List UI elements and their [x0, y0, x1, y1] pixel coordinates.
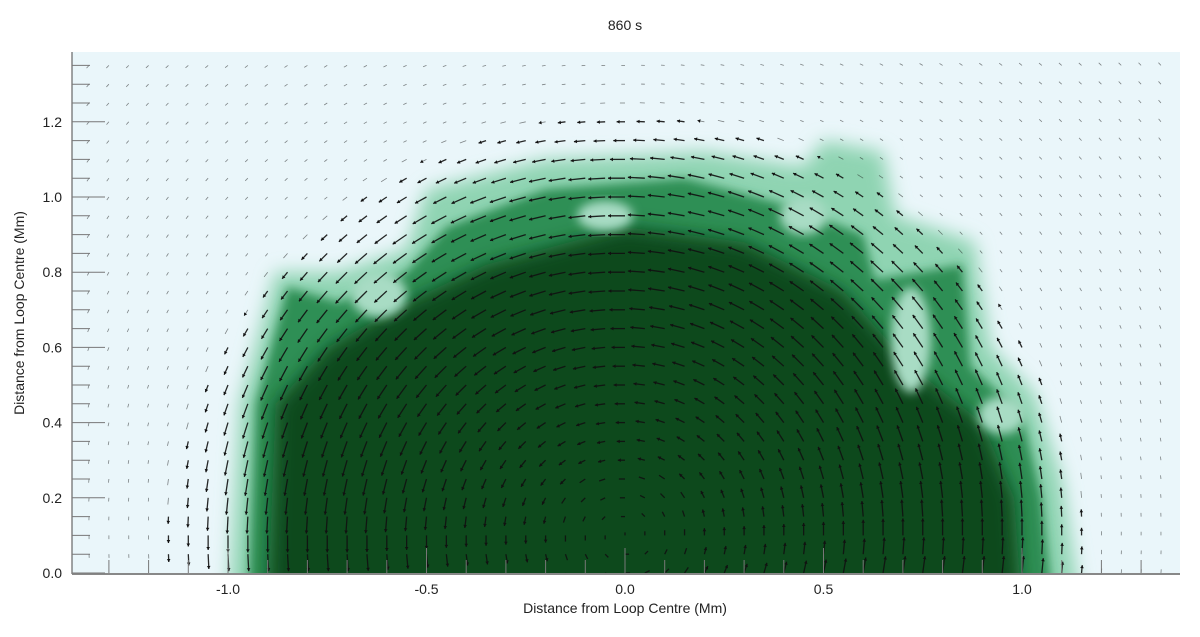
vector-arrow — [561, 103, 565, 104]
vector-arrow — [248, 573, 252, 590]
x-tick-label: 1.0 — [1012, 581, 1032, 597]
vector-arrow — [387, 573, 391, 589]
vector-arrow — [407, 573, 411, 588]
vector-arrow — [89, 460, 90, 464]
y-tick-label: 0.0 — [43, 565, 63, 581]
chart-title: 860 s — [608, 17, 642, 33]
vector-arrow — [267, 573, 271, 590]
y-tick-label: 0.4 — [43, 415, 63, 431]
vector-arrow — [307, 573, 311, 590]
vector-arrow — [680, 102, 684, 103]
x-tick-label: -1.0 — [216, 581, 240, 597]
vector-arrow — [327, 573, 331, 590]
vector-arrow — [347, 573, 351, 590]
vector-arrow — [1160, 457, 1161, 461]
vector-arrow — [367, 573, 371, 590]
y-tick-label: 0.8 — [43, 264, 63, 280]
y-tick-label: 0.2 — [43, 490, 63, 506]
vector-arrow — [287, 573, 291, 590]
y-tick-label: 1.2 — [43, 114, 63, 130]
vector-arrow — [108, 460, 109, 464]
x-axis-label: Distance from Loop Centre (Mm) — [523, 600, 727, 616]
y-tick-label: 0.6 — [43, 339, 63, 355]
y-axis-label: Distance from Loop Centre (Mm) — [11, 211, 27, 415]
vector-arrow — [207, 573, 211, 588]
vector-arrow — [1141, 457, 1142, 461]
x-tick-label: 0.5 — [814, 581, 834, 597]
x-tick-label: 0.0 — [615, 581, 635, 597]
y-tick-label: 1.0 — [43, 189, 63, 205]
x-tick-label: -0.5 — [414, 581, 438, 597]
